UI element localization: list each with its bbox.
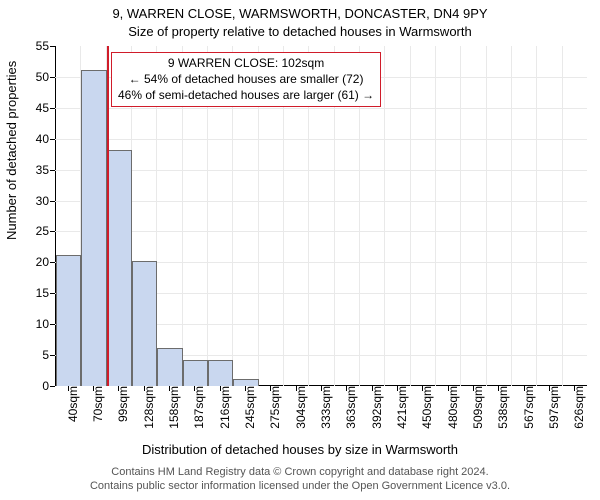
x-tick-label: 128sqm (142, 386, 156, 429)
footer-line2: Contains public sector information licen… (0, 480, 600, 494)
ytick-mark (50, 386, 55, 387)
histogram-plot: 051015202530354045505540sqm70sqm99sqm128… (55, 46, 587, 386)
x-tick-label: 509sqm (471, 386, 485, 429)
grid-h (55, 139, 587, 140)
histogram-bar (81, 70, 106, 386)
ytick-mark (50, 170, 55, 171)
ytick-mark (50, 46, 55, 47)
x-tick-label: 187sqm (192, 386, 206, 429)
x-tick-label: 480sqm (446, 386, 460, 429)
x-tick-label: 99sqm (116, 386, 130, 422)
histogram-bar (107, 150, 132, 386)
x-tick-label: 421sqm (395, 386, 409, 429)
histogram-bar (208, 360, 233, 386)
grid-v (511, 46, 512, 386)
y-tick-label: 40 (36, 132, 49, 146)
grid-v (435, 46, 436, 386)
x-tick-label: 450sqm (420, 386, 434, 429)
annotation-line: 9 WARREN CLOSE: 102sqm (118, 55, 374, 71)
footer-line1: Contains HM Land Registry data © Crown c… (0, 466, 600, 480)
footer-attribution: Contains HM Land Registry data © Crown c… (0, 466, 600, 494)
grid-v (460, 46, 461, 386)
x-tick-label: 275sqm (268, 386, 282, 429)
y-tick-label: 50 (36, 70, 49, 84)
grid-h (55, 108, 587, 109)
annotation-line: 46% of semi-detached houses are larger (… (118, 87, 374, 103)
grid-v (562, 46, 563, 386)
page-title-line1: 9, WARREN CLOSE, WARMSWORTH, DONCASTER, … (0, 6, 600, 21)
grid-h (55, 170, 587, 171)
y-tick-label: 30 (36, 194, 49, 208)
histogram-bar (132, 261, 157, 386)
histogram-bar (56, 255, 81, 386)
x-tick-label: 392sqm (370, 386, 384, 429)
x-tick-label: 304sqm (294, 386, 308, 429)
y-tick-label: 45 (36, 101, 49, 115)
ytick-mark (50, 231, 55, 232)
grid-v (384, 46, 385, 386)
y-tick-label: 25 (36, 224, 49, 238)
ytick-mark (50, 355, 55, 356)
x-tick-label: 158sqm (167, 386, 181, 429)
x-tick-label: 245sqm (243, 386, 257, 429)
grid-v (536, 46, 537, 386)
ytick-mark (50, 324, 55, 325)
y-tick-label: 20 (36, 255, 49, 269)
ytick-mark (50, 262, 55, 263)
x-tick-label: 363sqm (344, 386, 358, 429)
x-tick-label: 567sqm (522, 386, 536, 429)
y-tick-label: 5 (42, 348, 49, 362)
grid-h (55, 201, 587, 202)
x-tick-label: 40sqm (66, 386, 80, 422)
x-tick-label: 538sqm (496, 386, 510, 429)
annotation-line: ← 54% of detached houses are smaller (72… (118, 71, 374, 87)
x-tick-label: 597sqm (547, 386, 561, 429)
grid-v (486, 46, 487, 386)
ytick-mark (50, 108, 55, 109)
annotation-box: 9 WARREN CLOSE: 102sqm← 54% of detached … (111, 52, 381, 107)
ytick-mark (50, 77, 55, 78)
x-tick-label: 216sqm (218, 386, 232, 429)
ytick-mark (50, 201, 55, 202)
ytick-mark (50, 139, 55, 140)
y-tick-label: 35 (36, 163, 49, 177)
histogram-bar (233, 379, 258, 386)
histogram-bar (157, 348, 182, 386)
y-tick-label: 15 (36, 286, 49, 300)
y-tick-label: 10 (36, 317, 49, 331)
ytick-mark (50, 293, 55, 294)
x-tick-label: 626sqm (572, 386, 586, 429)
x-tick-label: 70sqm (91, 386, 105, 422)
histogram-bar (183, 360, 208, 386)
x-tick-label: 333sqm (319, 386, 333, 429)
y-tick-label: 55 (36, 39, 49, 53)
y-tick-label: 0 (42, 379, 49, 393)
reference-line (107, 46, 109, 386)
x-axis-label: Distribution of detached houses by size … (0, 442, 600, 457)
grid-v (410, 46, 411, 386)
grid-h (55, 231, 587, 232)
page-title-line2: Size of property relative to detached ho… (0, 24, 600, 39)
y-axis-label: Number of detached properties (4, 61, 19, 240)
